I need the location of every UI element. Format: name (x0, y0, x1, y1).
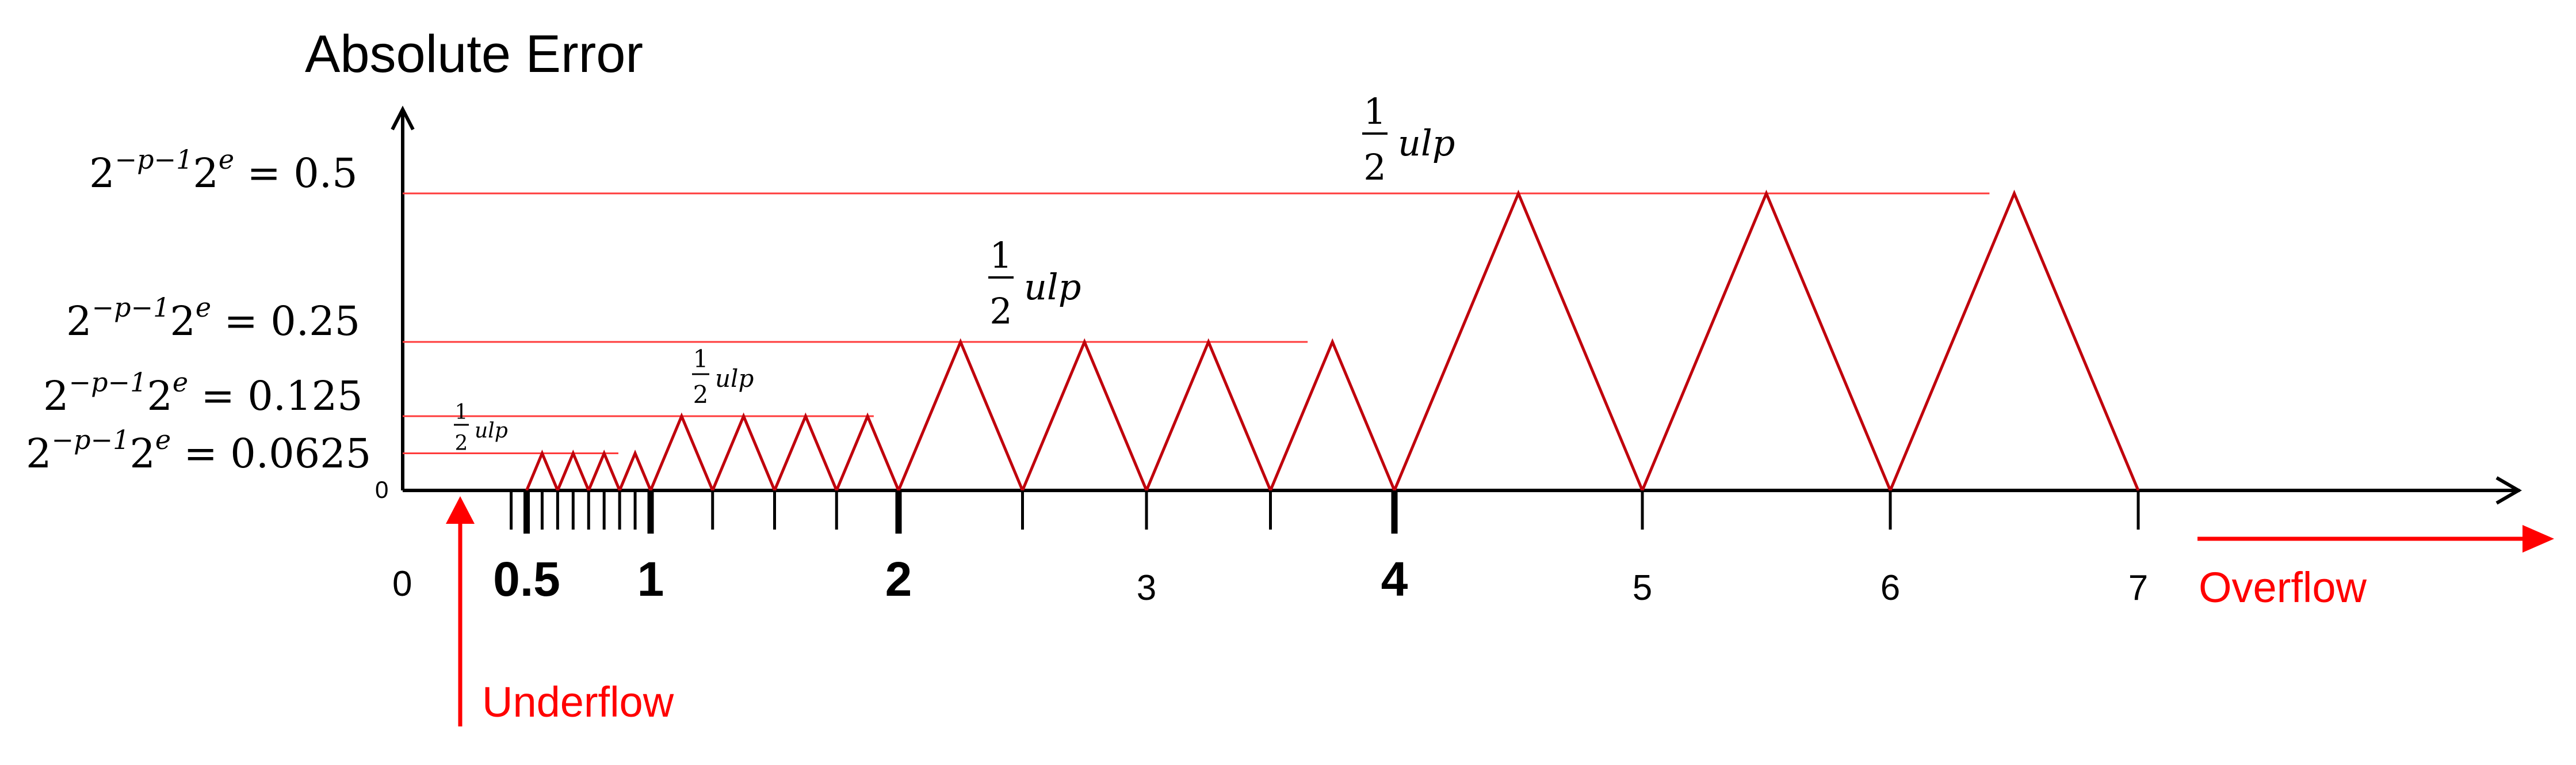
half-ulp-label-tiny: 1 2 ulp (454, 401, 508, 455)
svg-text:2: 2 (1363, 146, 1386, 188)
y-level-label: 2−p−12e = 0.0625 (26, 424, 371, 477)
level-lines (403, 192, 1990, 454)
x-tick-label: 6 (1881, 568, 1900, 608)
svg-text:2: 2 (989, 290, 1012, 332)
overflow-label: Overflow (2199, 564, 2367, 611)
overflow-arrowhead (2523, 525, 2554, 553)
svg-text:1: 1 (989, 234, 1012, 276)
x-origin-label: 0 (392, 564, 412, 604)
x-tick-label: 3 (1137, 568, 1156, 608)
y-level-label: 2−p−12e = 0.125 (43, 367, 363, 420)
x-axis-arrowhead (2495, 476, 2522, 505)
half-ulp-label-small: 1 2 ulp (692, 345, 754, 409)
x-axis-ticks (510, 490, 2140, 534)
x-tick-labels: 0.5 1 2 3 4 5 6 7 (493, 552, 2148, 608)
svg-text:ulp: ulp (1398, 122, 1455, 164)
underflow-label: Underflow (482, 678, 674, 726)
svg-text:2−p−12e = 0.0625: 2−p−12e = 0.0625 (26, 424, 371, 477)
error-zigzag-segment (525, 450, 652, 494)
x-tick-label: 2 (885, 552, 912, 606)
svg-text:1: 1 (693, 345, 709, 373)
error-zigzag-segment (897, 338, 1396, 494)
x-tick-label: 4 (1381, 552, 1408, 606)
x-tick-label: 5 (1633, 568, 1652, 608)
svg-text:ulp: ulp (715, 364, 754, 393)
svg-text:ulp: ulp (475, 419, 508, 443)
x-tick-label: 7 (2128, 568, 2148, 608)
chart-title: Absolute Error (305, 25, 643, 83)
overflow-annotation: Overflow (2197, 525, 2554, 611)
svg-text:1: 1 (1363, 90, 1386, 132)
svg-text:2: 2 (693, 380, 709, 409)
svg-text:2−p−12e = 0.25: 2−p−12e = 0.25 (66, 292, 360, 345)
y-level-label: 2−p−12e = 0.5 (89, 144, 358, 197)
x-tick-label: 1 (637, 552, 664, 606)
svg-text:1: 1 (455, 401, 468, 424)
svg-text:2−p−12e = 0.125: 2−p−12e = 0.125 (43, 367, 363, 420)
half-ulp-label-large: 1 2 ulp (1362, 90, 1455, 188)
y-level-label: 2−p−12e = 0.25 (66, 292, 360, 345)
y-zero-label: 0 (375, 476, 388, 503)
y-axis-arrowhead (391, 105, 415, 131)
underflow-annotation: Underflow (446, 496, 674, 726)
half-ulp-label-medium: 1 2 ulp (988, 234, 1081, 332)
svg-text:ulp: ulp (1024, 266, 1081, 308)
x-tick-label: 0.5 (493, 552, 560, 606)
error-zigzag-segment (649, 412, 900, 494)
error-zigzag-segment (1393, 189, 2140, 494)
svg-text:2−p−12e = 0.5: 2−p−12e = 0.5 (89, 144, 358, 197)
underflow-arrowhead (446, 496, 475, 524)
svg-text:2: 2 (455, 432, 468, 455)
